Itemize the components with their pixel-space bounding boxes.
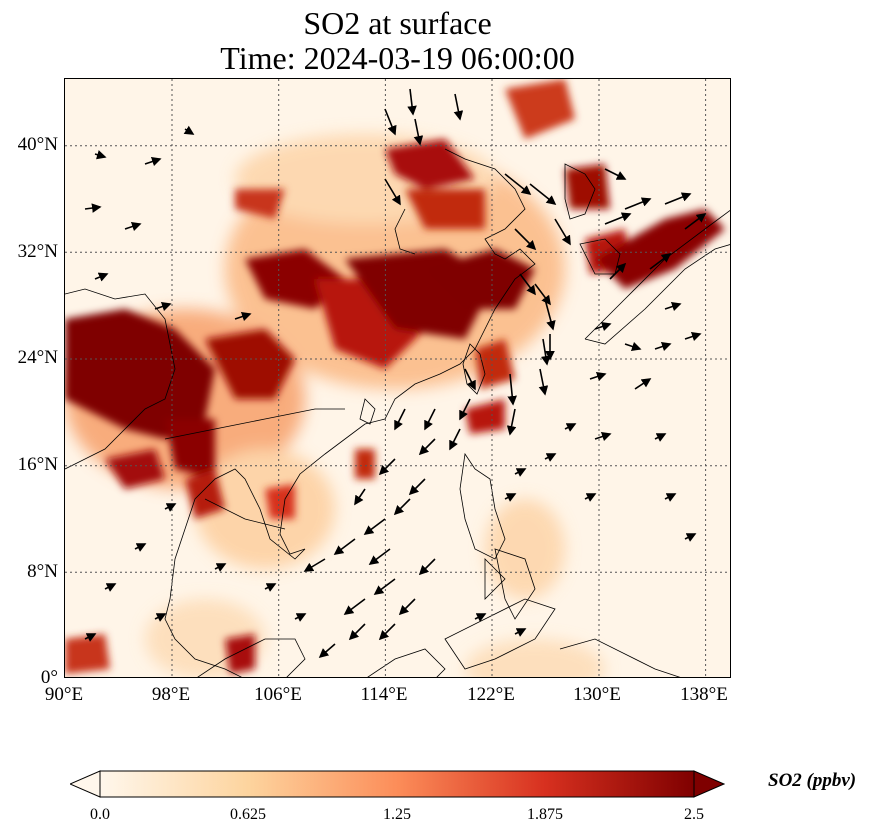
- colorbar-tick: 1.25: [383, 806, 411, 823]
- x-tick-label: 106°E: [254, 684, 302, 705]
- colorbar-tick: 2.5: [684, 806, 704, 823]
- y-tick-label: 8°N: [27, 561, 58, 582]
- colorbar-tick: 0.0: [90, 806, 110, 823]
- x-tick-label: 130°E: [573, 684, 621, 705]
- wind-vectors: [84, 88, 707, 659]
- y-tick-label: 24°N: [17, 347, 58, 368]
- colorbar-extend-low: [68, 770, 101, 798]
- map-subtitle-time: Time: 2024-03-19 06:00:00: [220, 40, 575, 76]
- colorbar: [68, 770, 726, 798]
- colorbar-gradient: [99, 770, 695, 798]
- y-tick-label: 32°N: [17, 241, 58, 262]
- x-tick-label: 138°E: [680, 684, 728, 705]
- map-panel: [64, 78, 731, 678]
- map-canvas: [65, 79, 730, 677]
- so2-field: [65, 79, 725, 677]
- colorbar-tick: 1.875: [527, 806, 563, 823]
- y-tick-label: 40°N: [17, 134, 58, 155]
- colorbar-svg: [68, 770, 726, 798]
- colorbar-extend-high: [693, 770, 726, 798]
- y-tick-label: 0°: [40, 667, 58, 688]
- x-tick-label: 90°E: [44, 684, 84, 705]
- y-tick-label: 16°N: [17, 454, 58, 475]
- colorbar-tick: 0.625: [230, 806, 266, 823]
- map-title: SO2 at surface: [303, 5, 492, 41]
- colorbar-label: SO2 (ppbv): [768, 770, 857, 791]
- x-tick-label: 114°E: [360, 684, 408, 705]
- x-tick-label: 98°E: [151, 684, 191, 705]
- x-tick-label: 122°E: [467, 684, 515, 705]
